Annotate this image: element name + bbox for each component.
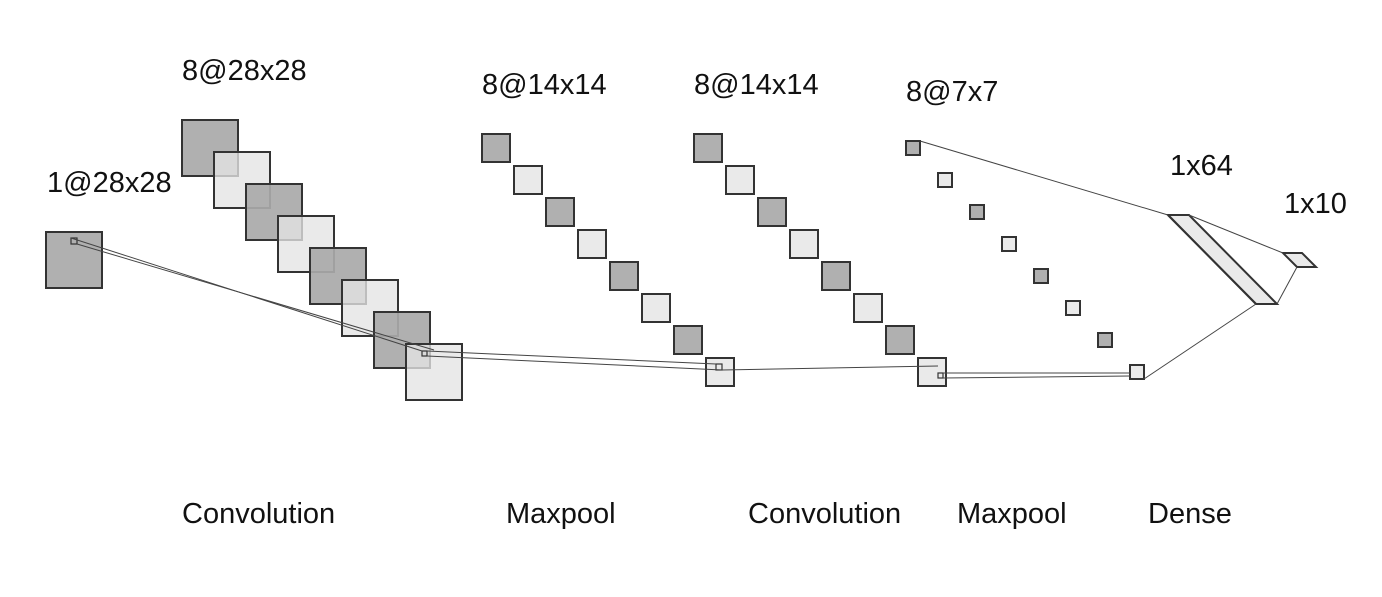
connector-line — [942, 375, 1131, 379]
conv2-kernel-marker — [937, 372, 944, 379]
pool2-feature-map — [905, 140, 921, 156]
connector-line — [1143, 303, 1257, 380]
pool1-feature-map — [641, 293, 671, 323]
pool1-feature-map — [705, 357, 735, 387]
pool2-feature-map — [1065, 300, 1081, 316]
input-feature-map — [45, 231, 103, 289]
dense1-edge — [1167, 214, 1257, 305]
dense2-layer — [1280, 252, 1319, 268]
pool1-feature-map — [673, 325, 703, 355]
conv1-feature-map — [213, 151, 271, 209]
pool2-feature-map — [1001, 236, 1017, 252]
conv2-feature-map — [757, 197, 787, 227]
pool1-feature-map — [513, 165, 543, 195]
conv1-layer — [181, 119, 463, 401]
conv2-feature-map — [693, 133, 723, 163]
conv1-operation-label: Convolution — [182, 498, 335, 530]
pool1-layer — [481, 133, 735, 387]
conv2-feature-map — [917, 357, 947, 387]
input-kernel-marker — [70, 237, 78, 245]
conv2-layer — [693, 133, 947, 387]
conv2-feature-map — [853, 293, 883, 323]
pool2-feature-map — [937, 172, 953, 188]
conv1-shape-label: 8@28x28 — [182, 55, 307, 87]
connector-line — [919, 140, 1169, 216]
conv2-feature-map — [789, 229, 819, 259]
pool1-shape-label: 8@14x14 — [482, 69, 607, 101]
pool1-feature-map — [545, 197, 575, 227]
input-layer — [45, 231, 103, 289]
conv1-kernel-marker — [421, 350, 428, 357]
dense2-vector — [1280, 252, 1319, 268]
pool1-feature-map — [481, 133, 511, 163]
pool2-layer — [905, 140, 1145, 380]
conv2-feature-map — [885, 325, 915, 355]
connector-line — [76, 243, 435, 351]
connector-line — [426, 350, 717, 365]
input-shape-label: 1@28x28 — [47, 167, 172, 199]
conv2-shape-label: 8@14x14 — [694, 69, 819, 101]
dense2-shape-label: 1x10 — [1284, 188, 1347, 220]
connector-lines — [70, 140, 1298, 380]
pool1-feature-map — [609, 261, 639, 291]
kernel-markers — [70, 237, 944, 379]
shape-labels: 1@28x28 8@28x28 8@14x14 8@14x14 8@7x7 1x… — [47, 55, 1347, 220]
connector-line — [1188, 214, 1284, 254]
operation-labels: Convolution Maxpool Convolution Maxpool … — [182, 498, 1232, 530]
connector-line — [1276, 266, 1298, 305]
pool2-feature-map — [1097, 332, 1113, 348]
conv1-feature-map — [181, 119, 239, 177]
connector-line — [426, 355, 723, 371]
pool1-operation-label: Maxpool — [506, 498, 616, 530]
conv2-operation-label: Convolution — [748, 498, 901, 530]
pool2-shape-label: 8@7x7 — [906, 76, 998, 108]
conv2-feature-map — [725, 165, 755, 195]
pool2-operation-label: Maxpool — [957, 498, 1067, 530]
conv2-feature-map — [821, 261, 851, 291]
pool2-feature-map — [1033, 268, 1049, 284]
pool2-feature-map — [969, 204, 985, 220]
conv1-feature-map — [405, 343, 463, 401]
pool1-feature-map — [577, 229, 607, 259]
dense1-shape-label: 1x64 — [1170, 150, 1233, 182]
connector-line — [721, 365, 939, 371]
dense-operation-label: Dense — [1148, 498, 1232, 530]
pool2-feature-map — [1129, 364, 1145, 380]
